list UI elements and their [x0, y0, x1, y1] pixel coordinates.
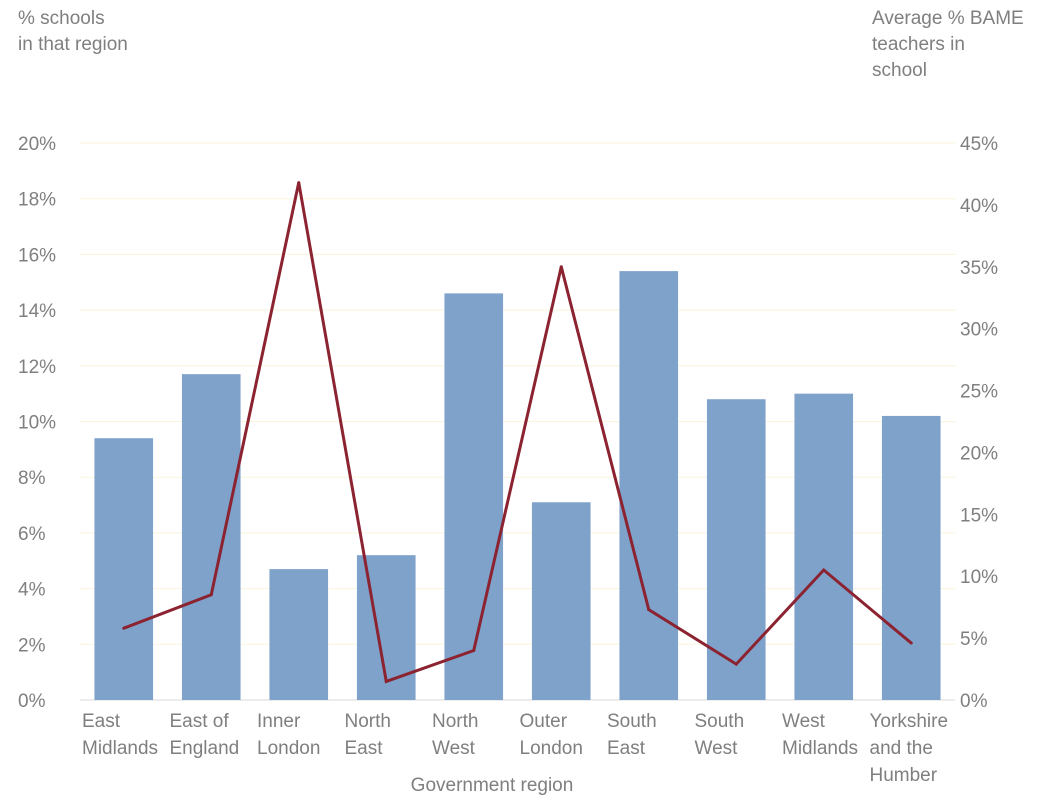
line-point [384, 679, 388, 683]
category-label: North West [432, 711, 478, 759]
right-axis-title: Average % BAME teachers in school [872, 8, 1024, 81]
line-series [122, 181, 913, 684]
left-tick-label: 0% [18, 691, 46, 712]
right-tick-label: 5% [960, 629, 988, 650]
category-label: Yorkshire and the Humber [870, 711, 949, 786]
line-point [822, 568, 826, 572]
bar [619, 271, 679, 700]
line-point [472, 648, 476, 652]
left-tick-label: 14% [18, 301, 56, 322]
left-tick-label: 10% [18, 413, 56, 434]
bar [881, 415, 941, 700]
bar-series [94, 271, 941, 700]
category-label: West Midlands [782, 711, 858, 759]
category-label: North East [345, 711, 391, 759]
right-tick-label: 40% [960, 196, 998, 217]
bar [531, 502, 591, 700]
line-point [909, 641, 913, 645]
bar [94, 438, 154, 700]
bar [269, 569, 329, 700]
left-tick-label: 18% [18, 190, 56, 211]
left-tick-label: 4% [18, 580, 46, 601]
line-point [122, 626, 126, 630]
line-point [297, 181, 301, 185]
right-tick-label: 10% [960, 567, 998, 588]
left-axis-title: % schools in that region [18, 8, 128, 55]
right-tick-label: 0% [960, 691, 988, 712]
category-label: East Midlands [82, 711, 158, 759]
bar [794, 393, 854, 700]
line-path [123, 182, 913, 684]
category-label: East of England [170, 711, 240, 759]
right-tick-label: 20% [960, 443, 998, 464]
left-tick-label: 6% [18, 524, 46, 545]
left-tick-label: 8% [18, 468, 46, 489]
line-point [647, 608, 651, 612]
left-tick-label: 2% [18, 635, 46, 656]
right-tick-label: 15% [960, 505, 998, 526]
category-label: Outer London [520, 711, 583, 759]
right-tick-label: 25% [960, 382, 998, 403]
right-tick-label: 35% [960, 258, 998, 279]
left-tick-label: 20% [18, 134, 56, 155]
left-tick-label: 12% [18, 357, 56, 378]
category-label: Inner London [257, 711, 320, 759]
category-label: South East [607, 711, 657, 759]
left-axis-ticks: 0% 2% 4% 6% 8% 10% 12% 14% 16% 18% 20% [18, 134, 56, 712]
category-label: South West [695, 711, 745, 759]
right-tick-label: 45% [960, 134, 998, 155]
right-tick-label: 30% [960, 320, 998, 341]
bar [706, 399, 766, 700]
x-axis-title: Government region [411, 775, 574, 795]
line-point [209, 593, 213, 597]
right-axis-ticks: 0% 5% 10% 15% 20% 25% 30% 35% 40% 45% [960, 134, 998, 712]
left-tick-label: 16% [18, 245, 56, 266]
bar [181, 374, 241, 700]
line-point [559, 265, 563, 269]
line-point [734, 662, 738, 666]
bar [444, 293, 504, 700]
